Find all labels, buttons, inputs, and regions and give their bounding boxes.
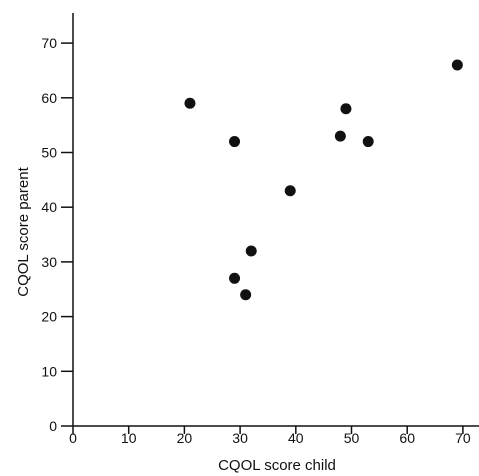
- x-tick-label: 10: [121, 430, 137, 446]
- y-axis-title: CQOL score parent: [15, 166, 32, 296]
- axes: [72, 13, 479, 427]
- y-tick-label: 20: [41, 309, 57, 325]
- scatter-point: [184, 97, 196, 109]
- y-tick-label: 70: [41, 35, 57, 51]
- scatter-point: [340, 103, 352, 115]
- x-tick-label: 70: [455, 430, 471, 446]
- x-tick-label: 20: [177, 430, 193, 446]
- x-tick-label: 50: [344, 430, 360, 446]
- y-axis-ticks: 0 10 20 30 40 50 60 70: [41, 35, 73, 434]
- y-tick-label: 10: [41, 363, 57, 379]
- scatter-point: [284, 185, 296, 197]
- scatter-point: [451, 59, 463, 71]
- data-points: [184, 59, 463, 301]
- scatter-point: [229, 136, 241, 148]
- scatter-point: [240, 289, 252, 301]
- x-tick-label: 40: [288, 430, 304, 446]
- y-tick-label: 40: [41, 199, 57, 215]
- y-tick-label: 60: [41, 90, 57, 106]
- y-tick-label: 50: [41, 145, 57, 161]
- scatter-point: [245, 245, 257, 257]
- x-axis-title: CQOL score child: [218, 457, 336, 474]
- x-axis-ticks: 0 10 20 30 40 50 60 70: [69, 426, 471, 446]
- x-tick-label: 30: [232, 430, 248, 446]
- scatter-point: [229, 272, 241, 284]
- scatter-point: [334, 130, 346, 142]
- x-tick-label: 60: [399, 430, 415, 446]
- x-tick-label: 0: [69, 430, 77, 446]
- y-tick-label: 0: [49, 418, 57, 434]
- y-tick-label: 30: [41, 254, 57, 270]
- scatter-point: [362, 136, 374, 148]
